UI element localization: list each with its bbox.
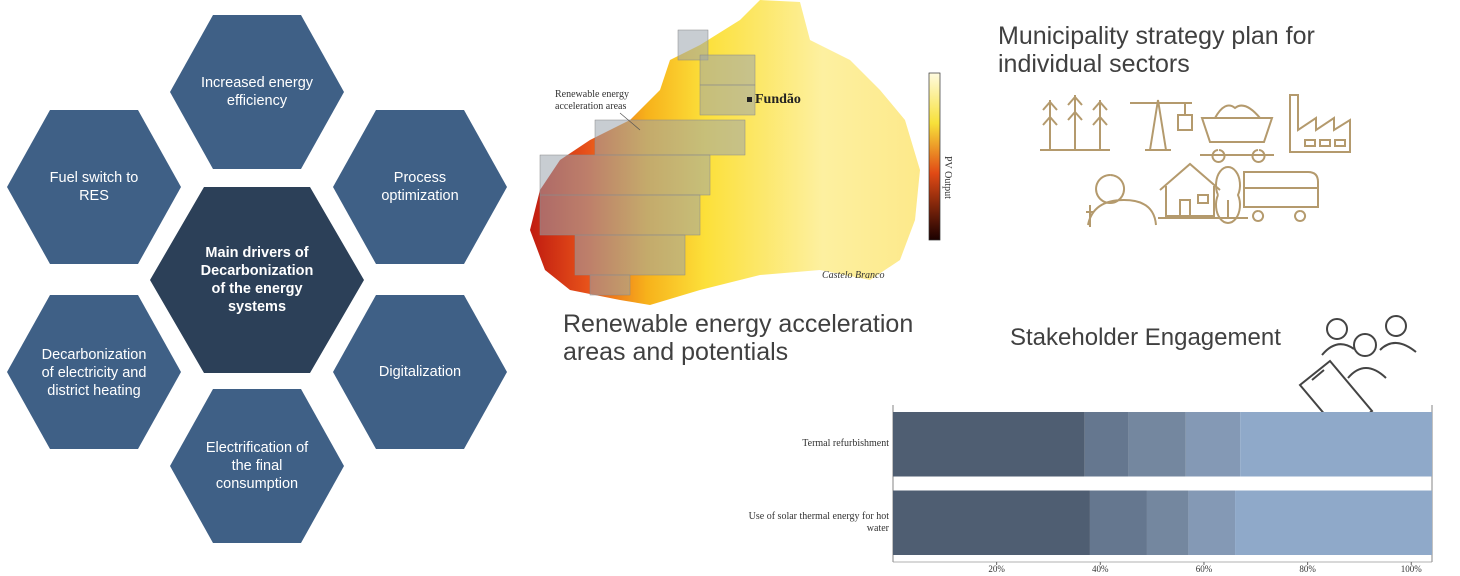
category-label: Use of solar thermal energy for hot wate… <box>748 510 889 534</box>
x-tick-label: 100% <box>1401 564 1423 574</box>
icon-wagon <box>1200 104 1274 163</box>
driver-label: Electrification of the final consumption <box>205 440 309 492</box>
town-marker <box>747 97 752 102</box>
bar-segment <box>1084 412 1129 477</box>
bar-segment <box>1128 412 1186 477</box>
bar-chart: 20% 40% 60% 80% 100% <box>892 405 1433 574</box>
leader <box>619 112 641 131</box>
icon-bus <box>1243 171 1319 222</box>
x-tick-label: 40% <box>1092 564 1109 574</box>
hex <box>170 389 344 543</box>
hexagons <box>7 15 507 543</box>
hex <box>333 295 507 449</box>
bar-segment <box>1188 490 1236 555</box>
bar-segment <box>893 412 1085 477</box>
bar-segment <box>1240 412 1432 477</box>
icon-wheat <box>1040 95 1110 151</box>
category-label: Termal refurbishment <box>802 438 889 450</box>
hex <box>7 295 181 449</box>
strategy-title: Municipality strategy plan for individua… <box>998 22 1315 78</box>
x-tick-label: 20% <box>988 564 1005 574</box>
hex <box>333 110 507 264</box>
sector-icons <box>1040 94 1351 227</box>
x-tick-label: 80% <box>1299 564 1316 574</box>
driver-label: Fuel switch to RES <box>49 170 139 204</box>
driver-label: Increased energy efficiency <box>200 75 314 109</box>
map <box>530 0 941 305</box>
stakeholder-title: Stakeholder Engagement <box>1010 324 1281 351</box>
bar-segment <box>1146 490 1189 555</box>
bar-segment <box>1089 490 1147 555</box>
icon-crane <box>1130 99 1193 151</box>
town-label: Fundão <box>755 92 801 107</box>
bar-segment <box>1235 490 1432 555</box>
map-caption: Renewable energy acceleration areas and … <box>563 310 914 366</box>
icon-factory <box>1289 94 1351 153</box>
driver-label: Process optimization <box>381 170 459 204</box>
hex <box>7 110 181 264</box>
icon-house <box>1158 162 1248 224</box>
colorbar-label: PV Output <box>942 156 953 199</box>
x-tick-label: 60% <box>1196 564 1213 574</box>
icon-person <box>1086 174 1157 227</box>
town-label: Castelo Branco <box>822 270 885 281</box>
bar-segment <box>1185 412 1241 477</box>
map-area-label: Renewable energy acceleration areas <box>555 89 629 112</box>
hex <box>170 15 344 169</box>
driver-label: Digitalization <box>378 364 462 380</box>
center-label: Main drivers of Decarbonization of the e… <box>200 245 314 315</box>
colorbar <box>928 72 941 241</box>
hex-center <box>150 187 364 373</box>
bar-segment <box>893 490 1090 555</box>
acceleration-areas <box>539 29 756 296</box>
driver-label: Decarbonization of electricity and distr… <box>41 347 147 399</box>
